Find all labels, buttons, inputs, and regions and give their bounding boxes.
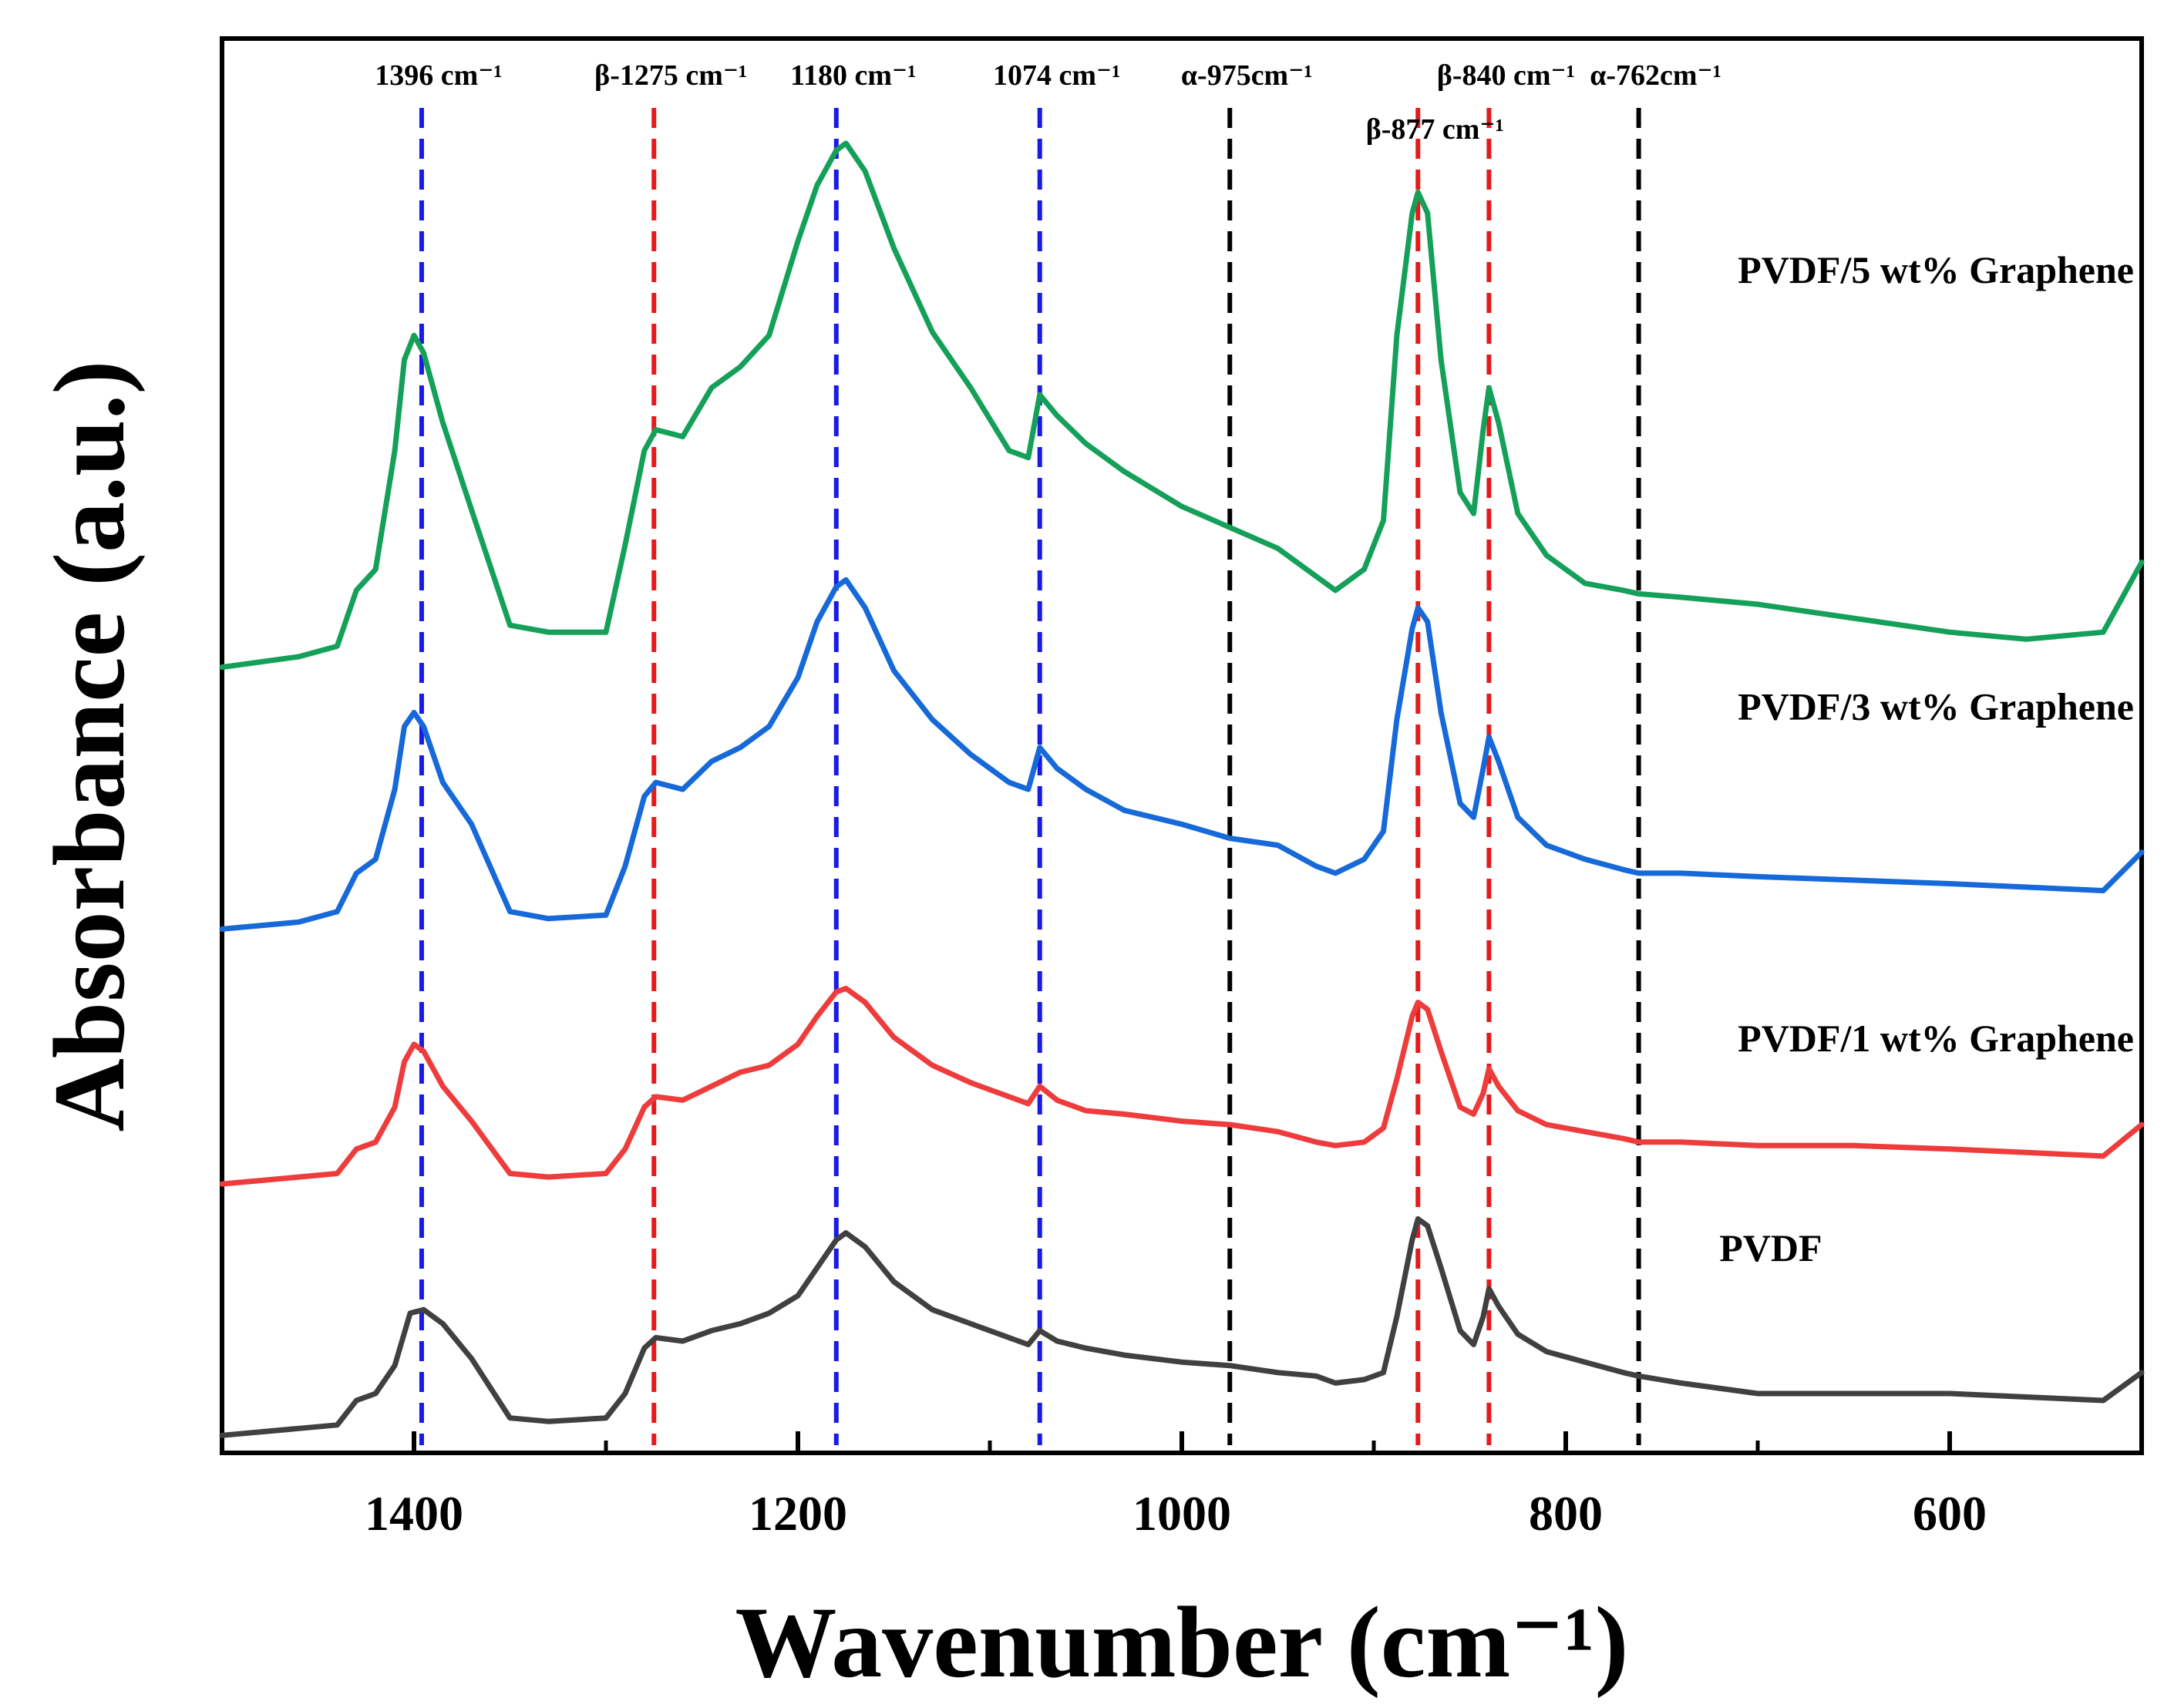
x-tick-label-600: 600 <box>1913 1486 1987 1541</box>
series-line-0 <box>219 1215 2145 1438</box>
x-axis-title: Wavenumber (cm⁻¹) <box>735 1585 1629 1699</box>
x-tick-label-1400: 1400 <box>365 1486 463 1541</box>
reference-label-1275: β-1275 cm⁻¹ <box>594 59 747 92</box>
y-axis-title: Absorbance (a.u.) <box>32 360 146 1131</box>
reference-label-762: α-762cm⁻¹ <box>1590 59 1721 92</box>
reference-label-975: α-975cm⁻¹ <box>1181 59 1313 92</box>
reference-label-840: β-840 cm⁻¹ <box>1437 59 1575 92</box>
x-tick-label-800: 800 <box>1529 1486 1603 1541</box>
plot-area: 1396 cm⁻¹ β-1275 cm⁻¹ 1180 cm⁻¹ 1074 cm⁻¹ α-… <box>219 36 2145 1541</box>
series-line-2 <box>219 577 2145 932</box>
x-tick-label-1000: 1000 <box>1132 1486 1231 1541</box>
reference-label-1180: 1180 cm⁻¹ <box>790 59 916 92</box>
series-label-2: PVDF/3 wt% Graphene <box>1738 685 2134 728</box>
series-line-1 <box>219 985 2145 1187</box>
series-labels: PVDF PVDF/1 wt% Graphene PVDF/3 wt% Graphe… <box>1719 248 2134 1269</box>
series-label-1: PVDF/1 wt% Graphene <box>1738 1017 2134 1060</box>
x-ticks <box>220 1431 2144 1453</box>
reference-line-labels: 1396 cm⁻¹ β-1275 cm⁻¹ 1180 cm⁻¹ 1074 cm⁻¹ α-… <box>375 59 1721 146</box>
reference-label-877: β-877 cm⁻¹ <box>1366 113 1504 146</box>
reference-label-1396: 1396 cm⁻¹ <box>375 59 502 92</box>
x-tick-labels: 1400 1200 1000 800 600 <box>365 1486 1987 1541</box>
reference-label-1074: 1074 cm⁻¹ <box>993 59 1120 92</box>
series-label-3: PVDF/5 wt% Graphene <box>1738 248 2134 291</box>
series-label-0: PVDF <box>1719 1226 1822 1269</box>
series-line-3 <box>219 140 2145 671</box>
x-tick-label-1200: 1200 <box>749 1486 847 1541</box>
series-lines <box>219 140 2145 1438</box>
